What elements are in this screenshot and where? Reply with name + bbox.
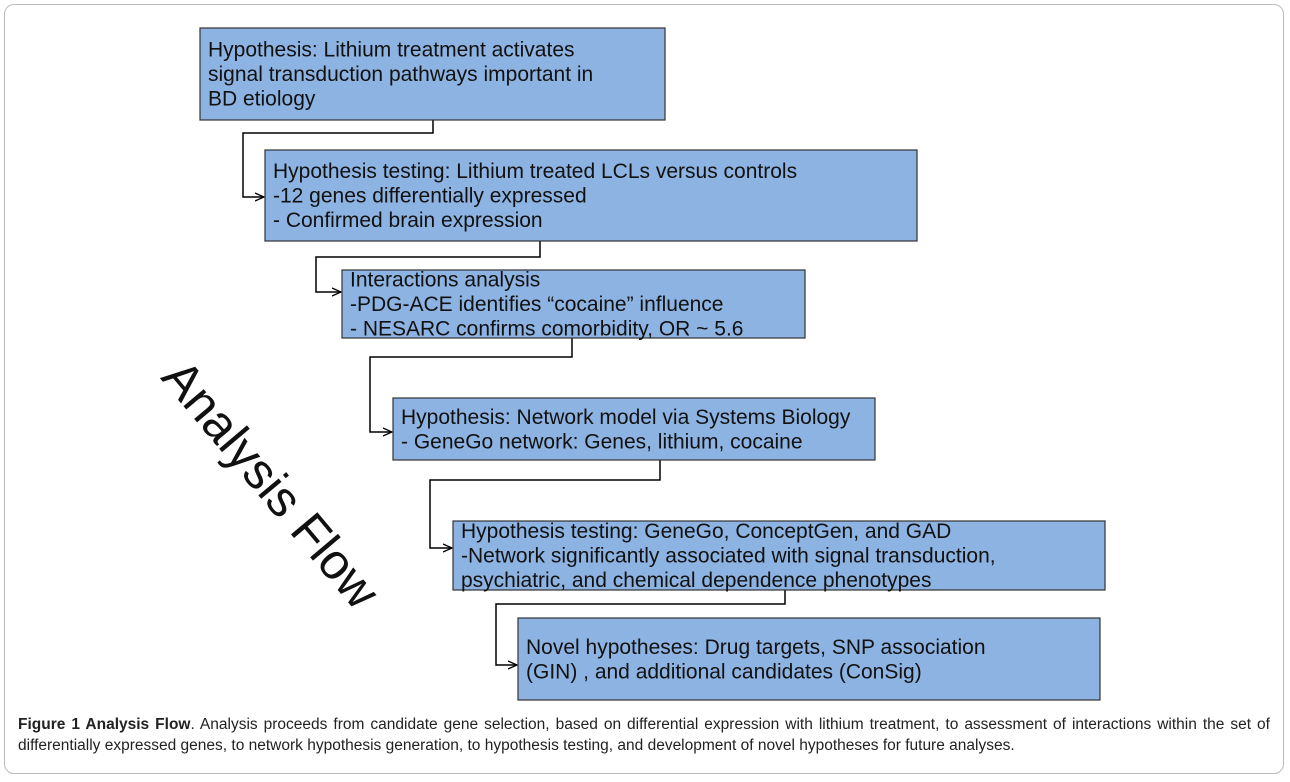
connector [495, 590, 786, 665]
box-line: psychiatric, and chemical dependence phe… [461, 569, 931, 592]
connector [369, 338, 573, 432]
box-line: Hypothesis testing: Lithium treated LCLs… [273, 160, 797, 183]
box-line: -12 genes differentially expressed [273, 185, 587, 208]
flow-box [392, 397, 876, 461]
connectors [242, 120, 786, 665]
diagram: Hypothesis: Lithium treatment activatess… [151, 27, 1106, 701]
box-line: (GIN) , and additional candidates (ConSi… [526, 660, 922, 683]
box-line: Hypothesis testing: GeneGo, ConceptGen, … [461, 520, 951, 543]
caption-text: . Analysis proceeds from candidate gene … [18, 716, 1270, 754]
caption-label: Figure 1 Analysis Flow [18, 716, 191, 733]
box-line: -Network significantly associated with s… [461, 545, 996, 568]
box-line: BD etiology [208, 88, 316, 111]
box-line: - Confirmed brain expression [273, 209, 543, 232]
box-line: Novel hypotheses: Drug targets, SNP asso… [526, 636, 986, 659]
flow-box [452, 520, 1106, 591]
flow-box [517, 617, 1101, 701]
box-line: signal transduction pathways important i… [208, 63, 593, 86]
flow-box [199, 27, 666, 121]
connector [429, 460, 661, 548]
flow-box [264, 149, 918, 242]
box-line: Hypothesis: Network model via Systems Bi… [401, 406, 851, 429]
figure-frame [4, 4, 1284, 774]
connector [242, 120, 434, 197]
box-line: Hypothesis: Lithium treatment activates [208, 39, 575, 62]
caption: Figure 1 Analysis Flow. Analysis proceed… [18, 714, 1270, 756]
flow-box [341, 269, 806, 339]
connector [315, 241, 541, 292]
box-line: - NESARC confirms comorbidity, OR ~ 5.6 [350, 318, 743, 341]
box-line: -PDG-ACE identifies “cocaine” influence [350, 293, 724, 316]
box-line: - GeneGo network: Genes, lithium, cocain… [401, 430, 803, 453]
side-label: Analysis Flow [151, 349, 391, 620]
box-line: Interactions analysis [350, 269, 540, 292]
